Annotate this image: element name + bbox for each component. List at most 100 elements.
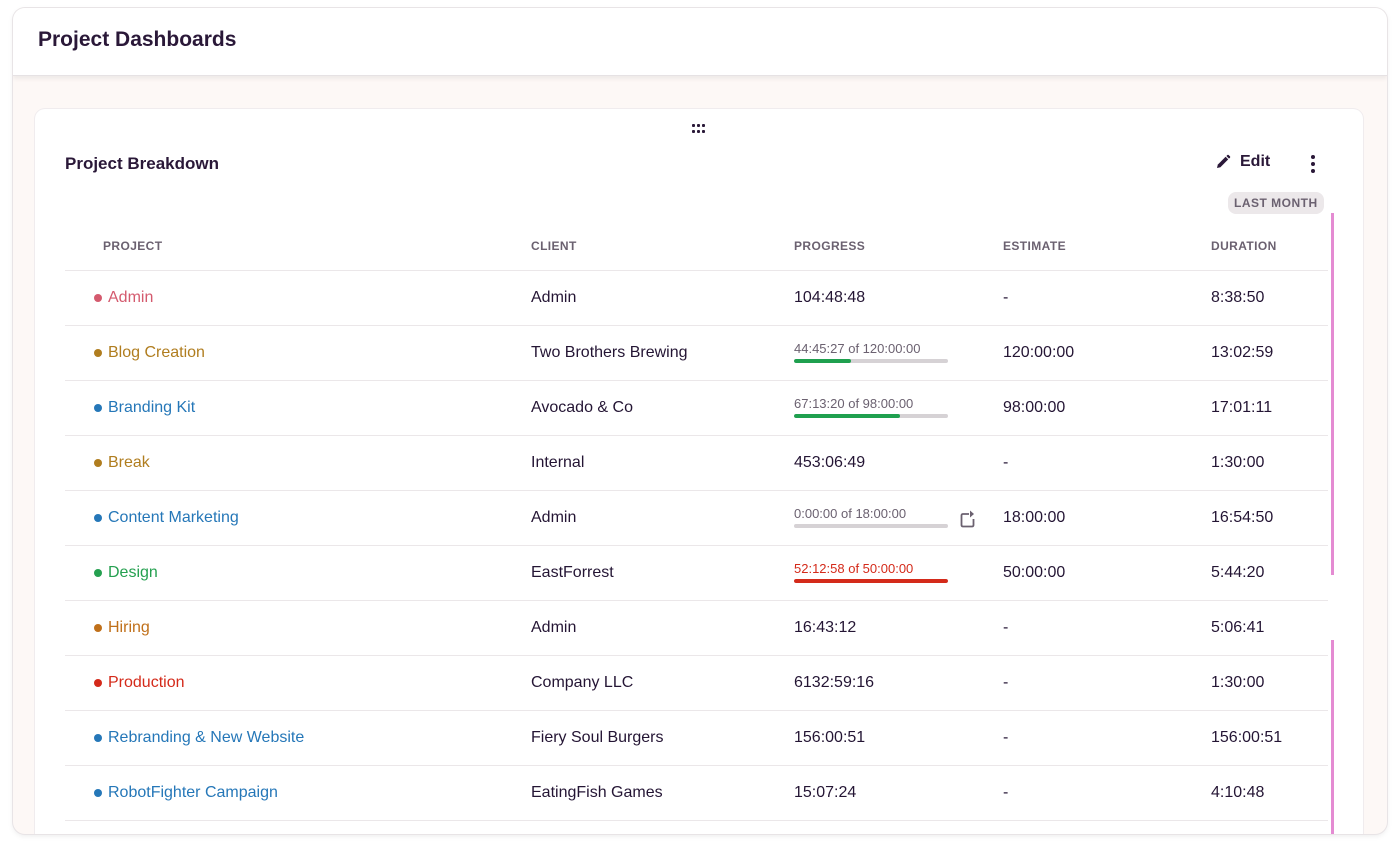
- progress-bar: [794, 524, 948, 528]
- edit-label: Edit: [1240, 153, 1271, 170]
- project-color-dot: [94, 404, 102, 412]
- project-cell[interactable]: Hiring: [94, 619, 150, 637]
- project-name[interactable]: Break: [108, 454, 150, 471]
- progress-cell: 44:45:27 of 120:00:00: [794, 341, 948, 363]
- table-body: Admin Admin 104:48:48 - 8:38:50 Blog Creation…: [65, 271, 1328, 821]
- app-window: Project Dashboards Project Breakdown Edi…: [13, 8, 1387, 834]
- project-cell[interactable]: Admin: [94, 289, 153, 307]
- progress-cell: 67:13:20 of 98:00:00: [794, 396, 948, 418]
- project-cell[interactable]: Production: [94, 674, 185, 692]
- progress-cell: 0:00:00 of 18:00:00: [794, 506, 948, 528]
- progress-bar: [794, 414, 948, 418]
- more-vertical-icon[interactable]: [1305, 153, 1321, 175]
- table-row[interactable]: Hiring Admin 16:43:12 - 5:06:41: [65, 601, 1328, 656]
- duration-cell: 16:54:50: [1211, 509, 1274, 526]
- client-cell: Company LLC: [531, 674, 634, 691]
- table-row[interactable]: Branding Kit Avocado & Co 67:13:20 of 98:0…: [65, 381, 1328, 436]
- page-title: Project Dashboards: [38, 28, 237, 51]
- progress-bar-fill: [794, 414, 901, 418]
- project-name[interactable]: RobotFighter Campaign: [108, 784, 278, 801]
- project-cell[interactable]: RobotFighter Campaign: [94, 784, 278, 802]
- scroll-indicator-lower: [1331, 640, 1334, 834]
- estimate-cell: -: [1003, 729, 1009, 746]
- table-row[interactable]: Break Internal 453:06:49 - 1:30:00: [65, 436, 1328, 491]
- client-cell: Avocado & Co: [531, 399, 633, 416]
- project-color-dot: [94, 294, 102, 302]
- table-header: PROJECT CLIENT PROGRESS ESTIMATE DURATIO…: [65, 221, 1328, 271]
- estimate-cell: -: [1003, 784, 1009, 801]
- edit-button[interactable]: Edit: [1215, 153, 1270, 171]
- duration-cell: 5:06:41: [1211, 619, 1265, 636]
- project-name[interactable]: Branding Kit: [108, 399, 196, 416]
- header-project[interactable]: PROJECT: [103, 239, 163, 253]
- project-name[interactable]: Content Marketing: [108, 509, 239, 526]
- project-cell[interactable]: Blog Creation: [94, 344, 205, 362]
- client-cell: Admin: [531, 509, 577, 526]
- project-color-dot: [94, 789, 102, 797]
- progress-bar-fill: [794, 359, 851, 363]
- table-row[interactable]: Production Company LLC 6132:59:16 - 1:30:00: [65, 656, 1328, 711]
- pencil-icon: [1217, 154, 1231, 168]
- project-cell[interactable]: Break: [94, 454, 150, 472]
- project-color-dot: [94, 679, 102, 687]
- project-color-dot: [94, 349, 102, 357]
- table-row[interactable]: Design EastForrest 52:12:58 of 50:00:00 50:…: [65, 546, 1328, 601]
- duration-cell: 1:30:00: [1211, 674, 1265, 691]
- progress-bar: [794, 579, 948, 583]
- estimate-cell: 50:00:00: [1003, 564, 1066, 581]
- duration-cell: 13:02:59: [1211, 344, 1274, 361]
- progress-cell: 104:48:48: [794, 289, 866, 306]
- client-cell: Admin: [531, 289, 577, 306]
- progress-text: 67:13:20 of 98:00:00: [794, 396, 914, 411]
- duration-cell: 1:30:00: [1211, 454, 1265, 471]
- table-row[interactable]: Rebranding & New Website Fiery Soul Burge…: [65, 711, 1328, 766]
- progress-cell: 52:12:58 of 50:00:00: [794, 561, 948, 583]
- estimate-cell: -: [1003, 289, 1009, 306]
- project-name[interactable]: Rebranding & New Website: [108, 729, 305, 746]
- header-progress[interactable]: PROGRESS: [794, 239, 866, 253]
- progress-text: 0:00:00 of 18:00:00: [794, 506, 907, 521]
- progress-cell: 156:00:51: [794, 729, 866, 746]
- project-cell[interactable]: Rebranding & New Website: [94, 729, 304, 747]
- estimate-cell: -: [1003, 674, 1009, 691]
- progress-text: 52:12:58 of 50:00:00: [794, 561, 914, 576]
- progress-cell: 16:43:12: [794, 619, 857, 636]
- header-duration[interactable]: DURATION: [1211, 239, 1277, 253]
- header-estimate[interactable]: ESTIMATE: [1003, 239, 1066, 253]
- project-name[interactable]: Hiring: [108, 619, 150, 636]
- project-name[interactable]: Blog Creation: [108, 344, 205, 361]
- header-client[interactable]: CLIENT: [531, 239, 577, 253]
- card-title: Project Breakdown: [65, 154, 219, 173]
- duration-cell: 4:10:48: [1211, 784, 1265, 801]
- table-row[interactable]: Blog Creation Two Brothers Brewing 44:45:2…: [65, 326, 1328, 381]
- project-name[interactable]: Admin: [108, 289, 154, 306]
- client-cell: Two Brothers Brewing: [531, 344, 688, 361]
- project-cell[interactable]: Content Marketing: [94, 509, 239, 527]
- table-row[interactable]: Admin Admin 104:48:48 - 8:38:50: [65, 271, 1328, 326]
- progress-bar-fill: [794, 579, 948, 583]
- client-cell: EatingFish Games: [531, 784, 663, 801]
- client-cell: Internal: [531, 454, 585, 471]
- estimate-cell: 98:00:00: [1003, 399, 1066, 416]
- progress-text: 44:45:27 of 120:00:00: [794, 341, 921, 356]
- client-cell: Fiery Soul Burgers: [531, 729, 664, 746]
- project-cell[interactable]: Design: [94, 564, 158, 582]
- estimate-cell: 18:00:00: [1003, 509, 1066, 526]
- project-name[interactable]: Production: [108, 674, 185, 691]
- estimate-cell: -: [1003, 619, 1009, 636]
- project-name[interactable]: Design: [108, 564, 158, 581]
- date-range-badge[interactable]: LAST MONTH: [1228, 192, 1324, 214]
- duration-cell: 5:44:20: [1211, 564, 1265, 581]
- project-color-dot: [94, 569, 102, 577]
- reset-icon[interactable]: [958, 509, 978, 529]
- client-cell: Admin: [531, 619, 577, 636]
- top-bar: Project Dashboards: [13, 8, 1387, 76]
- progress-cell: 15:07:24: [794, 784, 857, 801]
- project-cell[interactable]: Branding Kit: [94, 399, 195, 417]
- progress-cell: 6132:59:16: [794, 674, 875, 691]
- table-row[interactable]: RobotFighter Campaign EatingFish Games 15:…: [65, 766, 1328, 821]
- project-table: PROJECT CLIENT PROGRESS ESTIMATE DURATIO…: [65, 221, 1328, 821]
- drag-handle-icon[interactable]: [692, 124, 706, 134]
- duration-cell: 156:00:51: [1211, 729, 1283, 746]
- table-row[interactable]: Content Marketing Admin 0:00:00 of 18:00:0…: [65, 491, 1328, 546]
